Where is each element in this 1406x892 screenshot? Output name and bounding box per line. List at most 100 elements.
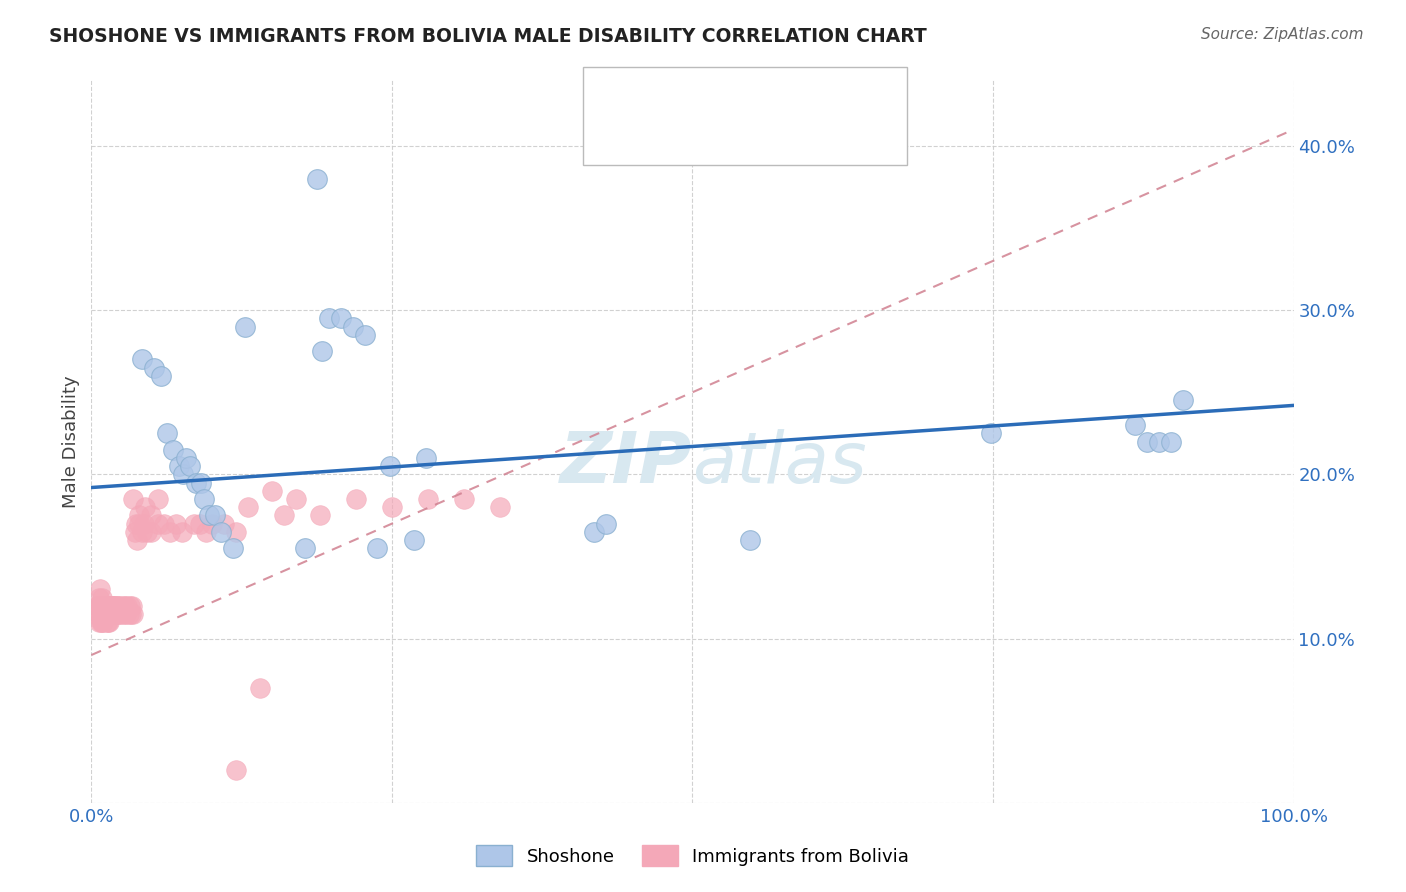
Point [225, 524, 247, 539]
Point [96, 615, 118, 630]
Point [110, 607, 132, 621]
Point [103, 599, 125, 613]
Point [97, 615, 120, 630]
Point [128, 516, 150, 531]
Point [98, 607, 121, 621]
Point [184, 475, 207, 490]
Text: R =: R = [657, 87, 696, 105]
Point [344, 491, 367, 506]
Text: R =: R = [657, 127, 696, 145]
Point [115, 607, 138, 621]
Point [101, 599, 124, 613]
Text: Source: ZipAtlas.com: Source: ZipAtlas.com [1201, 27, 1364, 42]
Point [318, 311, 340, 326]
Point [311, 344, 333, 359]
Point [89, 582, 111, 597]
Point [146, 491, 169, 506]
Point [273, 508, 295, 523]
Point [172, 467, 194, 482]
Point [294, 541, 316, 556]
Point [98, 599, 121, 613]
Point [103, 607, 125, 621]
Point [453, 491, 475, 506]
Point [135, 524, 157, 539]
Point [249, 681, 271, 695]
Point [98, 615, 121, 630]
Point [146, 516, 169, 531]
Text: 91: 91 [828, 127, 853, 145]
Point [93, 599, 115, 613]
Point [980, 426, 1002, 441]
Point [201, 516, 224, 531]
Point [141, 508, 163, 523]
Point [194, 524, 217, 539]
Point [100, 607, 122, 621]
Point [107, 599, 129, 613]
Point [96, 599, 118, 613]
Point [121, 599, 143, 613]
Point [225, 763, 247, 777]
Point [105, 599, 128, 613]
Point [122, 607, 145, 621]
Point [122, 491, 145, 506]
Text: SHOSHONE VS IMMIGRANTS FROM BOLIVIA MALE DISABILITY CORRELATION CHART: SHOSHONE VS IMMIGRANTS FROM BOLIVIA MALE… [49, 27, 927, 45]
Point [94, 599, 117, 613]
Point [165, 516, 187, 531]
Point [97, 599, 120, 613]
Point [142, 360, 165, 375]
Point [1123, 418, 1146, 433]
Point [152, 516, 174, 531]
Point [104, 607, 127, 621]
Point [91, 615, 114, 630]
Point [125, 533, 148, 547]
Legend: Shoshone, Immigrants from Bolivia: Shoshone, Immigrants from Bolivia [468, 838, 917, 873]
Text: 0.148: 0.148 [710, 127, 766, 145]
Point [378, 459, 401, 474]
Point [366, 541, 388, 556]
Text: ZIP: ZIP [560, 429, 692, 498]
Point [93, 607, 115, 621]
Point [97, 607, 120, 621]
FancyBboxPatch shape [600, 81, 648, 112]
Point [105, 607, 128, 621]
Point [131, 524, 153, 539]
Point [89, 607, 111, 621]
Point [159, 524, 181, 539]
FancyBboxPatch shape [600, 121, 648, 152]
Point [128, 508, 150, 523]
Point [141, 524, 163, 539]
Point [134, 500, 156, 515]
Point [120, 607, 142, 621]
Point [93, 615, 115, 630]
Point [87, 591, 110, 605]
Point [101, 599, 124, 613]
Point [100, 599, 122, 613]
Point [89, 599, 111, 613]
Point [190, 475, 212, 490]
Point [416, 491, 439, 506]
Point [93, 599, 115, 613]
Point [118, 599, 141, 613]
Point [415, 450, 437, 465]
Point [1171, 393, 1194, 408]
Point [308, 508, 330, 523]
Point [342, 319, 364, 334]
Point [111, 599, 134, 613]
Point [595, 516, 617, 531]
Point [179, 459, 201, 474]
Point [84, 607, 107, 621]
Point [131, 352, 153, 367]
Point [117, 599, 139, 613]
Point [212, 516, 235, 531]
Text: N =: N = [769, 127, 820, 145]
Point [236, 500, 259, 515]
Point [381, 500, 404, 515]
Point [134, 516, 156, 531]
Text: N =: N = [769, 87, 820, 105]
Point [402, 533, 425, 547]
Point [489, 500, 512, 515]
Point [284, 491, 307, 506]
Point [233, 319, 256, 334]
Point [307, 171, 329, 186]
Point [90, 599, 112, 613]
